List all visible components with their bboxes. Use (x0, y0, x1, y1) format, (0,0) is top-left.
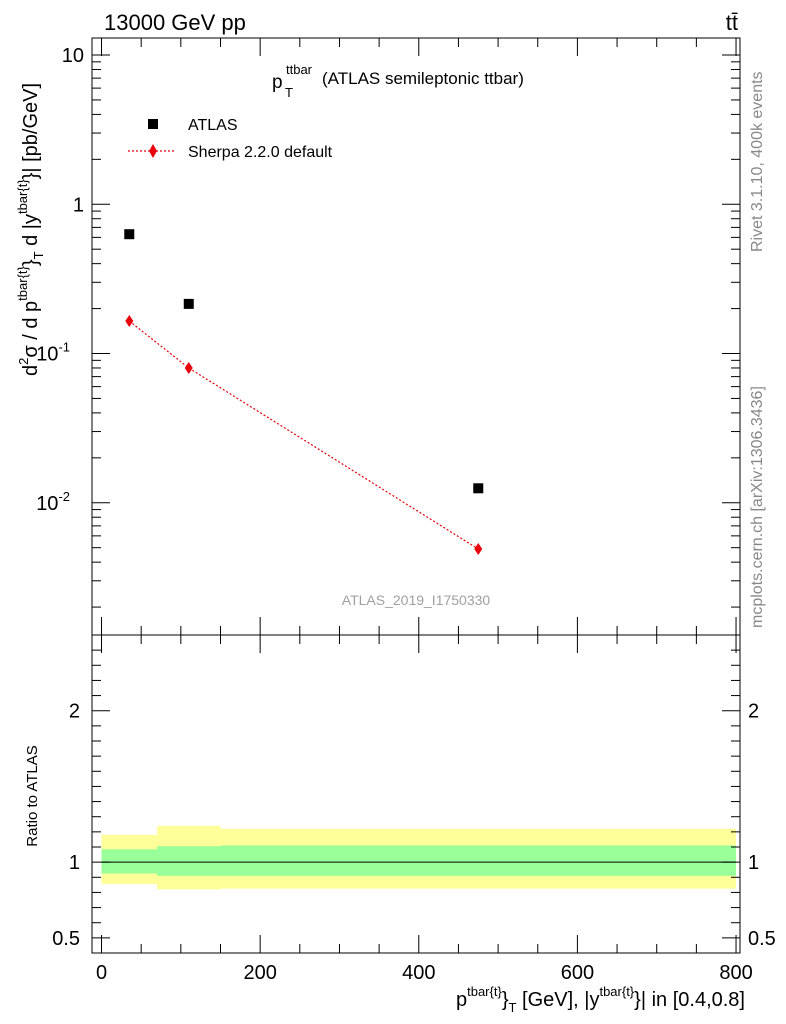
ratio-band-inner (220, 845, 737, 876)
process-label: tt̄ (726, 10, 738, 35)
sherpa-point (184, 361, 193, 374)
analysis-id: ATLAS_2019_I1750330 (342, 592, 491, 608)
energy-label: 13000 GeV pp (104, 10, 246, 35)
sherpa-line (128, 320, 479, 550)
y-axis-title: d2σ / d ptbar{t}}T d |ytbar{t}}| [pb/GeV… (15, 83, 46, 376)
main-data-layer (124, 229, 484, 555)
legend-sherpa-label: Sherpa 2.2.0 default (188, 144, 333, 161)
atlas-point (473, 483, 484, 494)
ratio-y-tick-label-right: 1 (748, 852, 759, 874)
atlas-point (124, 229, 135, 240)
sherpa-point (474, 542, 483, 555)
x-tick-label: 400 (402, 962, 435, 984)
ratio-y-tick-label-right: 2 (748, 701, 759, 723)
atlas-point (183, 298, 194, 309)
y-tick-label: 10-2 (36, 489, 70, 515)
ratio-band-inner (101, 849, 158, 874)
rivet-label: Rivet 3.1.10, 400k events (749, 71, 766, 252)
legend-atlas-marker (148, 119, 158, 129)
x-tick-label: 600 (561, 962, 594, 984)
ratio-axis-ticks: 0.5 0.5 1 1 2 2 0 200 400 600 800 (52, 635, 776, 984)
mcplots-label: mcplots.cern.ch [arXiv:1306.3436] (749, 386, 766, 628)
svg-text:ptbar{t}}T [GeV], |ytbar{t}}|: ptbar{t}}T [GeV], |ytbar{t}}| in [0.4,0.… (456, 984, 745, 1015)
plot-title-symbol: p (272, 72, 283, 93)
sherpa-point (125, 315, 134, 328)
x-axis-title: ptbar{t}}T [GeV], |ytbar{t}}| in [0.4,0.… (456, 984, 745, 1015)
ratio-panel-frame (91, 634, 741, 954)
y-tick-label: 1 (73, 194, 84, 216)
ratio-y-tick-label: 1 (69, 852, 80, 874)
ratio-y-axis-title: Ratio to ATLAS (24, 745, 41, 846)
plot-title-text: (ATLAS semileptonic ttbar) (322, 69, 524, 88)
y-tick-label: 10 (62, 45, 84, 67)
ratio-y-tick-label: 2 (69, 701, 80, 723)
ratio-panel: 0.5 0.5 1 1 2 2 0 200 400 600 800 Ratio to ATLAS p… (24, 634, 776, 1015)
ratio-bands (101, 825, 737, 890)
svg-text:d2σ / d ptbar{t}}T d |ytbar{t}: d2σ / d ptbar{t}}T d |ytbar{t}}| [pb/GeV… (15, 83, 46, 376)
ratio-y-tick-label: 0.5 (52, 928, 80, 950)
legend-sherpa-marker (149, 144, 157, 158)
ratio-band-inner (157, 846, 221, 876)
legend-atlas-label: ATLAS (188, 117, 238, 134)
x-tick-label: 200 (243, 962, 276, 984)
x-tick-label: 0 (96, 962, 107, 984)
plot-title-subscript: T (285, 85, 293, 100)
ratio-y-tick-label-right: 0.5 (748, 928, 776, 950)
plot-title-superscript: ttbar (286, 62, 313, 77)
x-tick-label: 800 (719, 962, 752, 984)
legend: ATLAS Sherpa 2.2.0 default (128, 117, 333, 161)
